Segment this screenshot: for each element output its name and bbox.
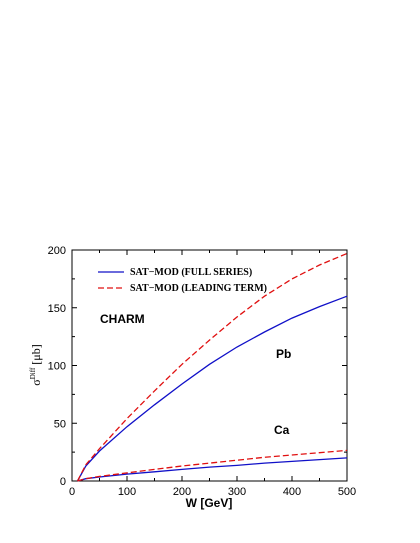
y-tick-label: 0 [60, 476, 66, 488]
svg-text:σDiff[μb]: σDiff [μb] [29, 344, 43, 385]
y-axis-label-unit: [μb] [29, 344, 43, 364]
series-line-ca-leading-term [77, 449, 348, 482]
x-tick-label: 200 [173, 486, 191, 498]
x-axis-label: W [GeV] [186, 496, 233, 510]
x-tick-label: 400 [283, 486, 301, 498]
legend: SAT−MOD (FULL SERIES) SAT−MOD (LEADING T… [98, 267, 267, 294]
annotation-pb: Pb [276, 347, 291, 361]
axis-ticks: 0 100 200 300 400 500 0 50 100 150 200 [48, 245, 357, 498]
x-tick-label: 300 [228, 486, 246, 498]
annotation-ca: Ca [274, 423, 290, 437]
y-tick-label: 50 [54, 418, 66, 430]
series-line-ca-full-series [77, 457, 348, 482]
y-tick-label: 200 [48, 245, 66, 257]
legend-label-leading-term: SAT−MOD (LEADING TERM) [130, 283, 267, 294]
series-line-pb-full-series [76, 295, 348, 482]
y-tick-label: 100 [48, 361, 66, 373]
y-axis-label-symbol: σ [29, 379, 43, 386]
y-axis-label: σDiff [μb] [29, 344, 43, 385]
x-tick-label: 100 [118, 486, 136, 498]
legend-label-full-series: SAT−MOD (FULL SERIES) [130, 267, 252, 278]
x-tick-label: 500 [338, 486, 356, 498]
series-line-pb-leading-term [76, 252, 348, 482]
series-layer [76, 252, 348, 482]
x-tick-label: 0 [69, 486, 75, 498]
annotation-charm: CHARM [100, 312, 145, 326]
y-axis-label-superscript: Diff [29, 367, 37, 379]
y-tick-label: 150 [48, 303, 66, 315]
